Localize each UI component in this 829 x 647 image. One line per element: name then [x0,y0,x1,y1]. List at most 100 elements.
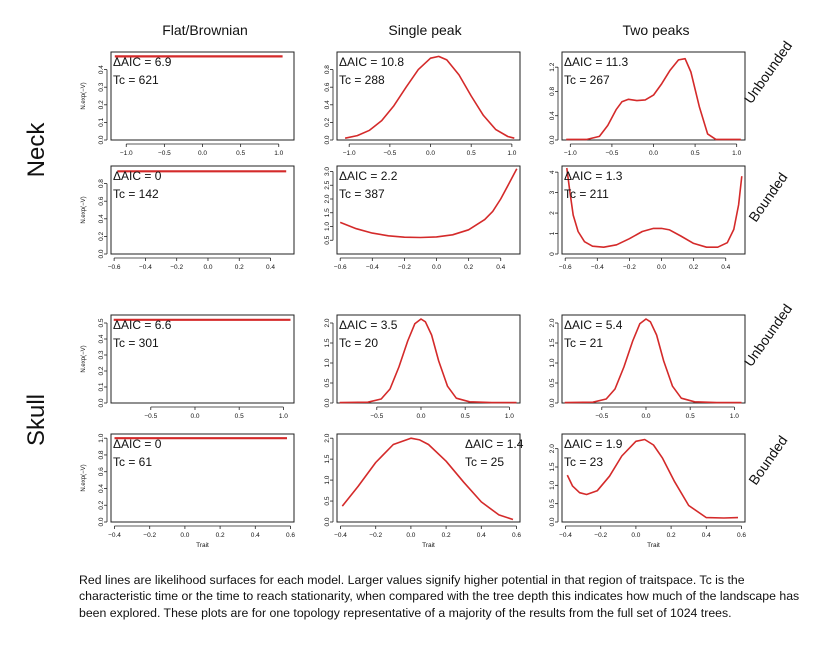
y-tick-label: 0.4 [98,65,105,74]
y-tick-label: 2.0 [549,444,556,453]
row-group-label: Neck [23,122,50,178]
x-tick-label: −0.5 [370,413,383,420]
x-tick-label: 1.0 [507,150,516,157]
y-tick-label: 4 [549,170,556,174]
x-axis-label: Trait [422,542,435,549]
y-tick-label: 0.6 [324,82,331,91]
plot-frame [336,51,521,141]
tc-label: Tc = 301 [113,336,159,350]
x-tick-label: −1.0 [120,150,133,157]
x-tick-label: 1.0 [505,413,514,420]
y-tick-label: 0.0 [98,398,105,407]
x-tick-label: −0.5 [595,413,608,420]
y-tick-label: 1.0 [324,475,331,484]
delta-aic-label: ΔAIC = 6.6 [113,318,172,332]
x-tick-label: 0.5 [467,150,476,157]
plot-frame [110,314,295,404]
x-tick-label: 1.0 [274,150,283,157]
x-tick-label: 0.0 [649,150,658,157]
y-tick-label: 0.1 [98,382,105,391]
x-tick-label: 0.5 [236,150,245,157]
tc-label: Tc = 621 [113,73,159,87]
tc-label: Tc = 211 [564,187,609,201]
delta-aic-label: ΔAIC = 2.2 [339,169,398,183]
tc-label: Tc = 387 [339,187,385,201]
x-tick-label: 1.0 [730,413,739,420]
tc-label: Tc = 23 [564,455,603,469]
x-tick-label: −1.0 [564,150,577,157]
x-tick-label: −0.4 [108,532,121,539]
x-tick-label: 0.2 [667,532,676,539]
x-axis-label: Trait [647,542,660,549]
tc-label: Tc = 61 [113,455,152,469]
y-axis-label: N.exp(−V) [81,82,87,109]
chart-panel: −0.6 −0.4 −0.2 0.0 0.2 0.4 0.5 1.0 1.5 2.0 2.5 3.0 Δ… [324,165,521,271]
delta-aic-label: ΔAIC = 1.9 [564,437,623,451]
x-tick-label: −0.2 [369,532,382,539]
x-tick-label: 0.0 [190,413,199,420]
tc-label: Tc = 142 [113,187,159,201]
y-tick-label: 0.4 [324,100,331,109]
likelihood-curve [566,57,741,141]
chart-panel: −0.4 −0.2 0.0 0.2 0.4 0.6 0.0 0.2 0.4 0.6 0.8 1.0 N.… [81,433,295,549]
y-tick-label: 0.8 [98,450,105,459]
y-tick-label: 3 [549,190,556,194]
y-tick-label: 1.5 [549,338,556,347]
x-tick-label: −0.4 [334,532,347,539]
x-tick-label: 0.0 [416,413,425,420]
tc-label: Tc = 20 [339,336,378,350]
plot-frame [336,165,521,255]
y-tick-label: 0.6 [98,196,105,205]
likelihood-curve [341,437,514,521]
x-tick-label: 0.6 [737,532,746,539]
x-tick-label: 1.0 [279,413,288,420]
chart-panel: −0.4 −0.2 0.0 0.2 0.4 0.6 0.0 0.5 1.0 1.5 2.0 Trait… [549,433,746,549]
x-tick-label: −0.4 [139,264,152,271]
x-tick-label: 0.4 [721,264,730,271]
y-tick-label: 2 [549,211,556,215]
delta-aic-label: ΔAIC = 1.3 [564,169,623,183]
column-title: Single peak [388,22,462,38]
x-tick-label: 0.4 [477,532,486,539]
y-tick-label: 0.8 [549,87,556,96]
x-tick-label: 0.6 [286,532,295,539]
y-tick-label: 1.5 [549,462,556,471]
y-tick-label: 0.4 [98,484,105,493]
bounds-label: Unbounded [741,301,796,369]
y-axis-label: N.exp(−V) [81,196,87,223]
y-tick-label: 0.0 [98,249,105,258]
x-tick-label: −0.6 [108,264,121,271]
chart-panel: −0.6 −0.4 −0.2 0.0 0.2 0.4 0 1 2 3 4 ΔAIC = 1.3 Tc =… [549,165,746,271]
y-tick-label: 0.1 [98,118,105,127]
y-tick-label: 2.0 [549,318,556,327]
x-tick-label: 0.0 [180,532,189,539]
y-tick-label: 1.5 [324,208,331,217]
x-tick-label: −1.0 [343,150,356,157]
y-tick-label: 0.0 [324,135,331,144]
tc-label: Tc = 21 [564,336,603,350]
x-tick-label: −0.2 [623,264,636,271]
y-tick-label: 1.0 [324,358,331,367]
y-tick-label: 0.0 [549,517,556,526]
x-tick-label: −0.5 [144,413,157,420]
x-tick-label: 0.2 [689,264,698,271]
plot-frame [110,165,295,255]
x-tick-label: 0.0 [203,264,212,271]
column-title: Two peaks [623,22,690,38]
delta-aic-label: ΔAIC = 11.3 [564,55,628,69]
chart-panel: −0.5 0.0 0.5 1.0 0.0 0.5 1.0 1.5 2.0 ΔAIC = 5.4 Tc… [549,314,746,420]
x-tick-label: 0.0 [631,532,640,539]
x-tick-label: 0.6 [512,532,521,539]
likelihood-curve [566,438,739,519]
y-tick-label: 0.3 [98,82,105,91]
y-tick-label: 0.2 [98,100,105,109]
y-tick-label: 0.8 [98,179,105,188]
plot-frame [336,314,521,404]
row-group-label: Skull [23,394,50,446]
x-tick-label: 0.4 [251,532,260,539]
y-tick-label: 0.0 [324,517,331,526]
y-tick-label: 0.3 [98,350,105,359]
figure-caption: Red lines are likelihood surfaces for ea… [79,573,800,620]
x-tick-label: 1.0 [732,150,741,157]
x-tick-label: 0.2 [216,532,225,539]
